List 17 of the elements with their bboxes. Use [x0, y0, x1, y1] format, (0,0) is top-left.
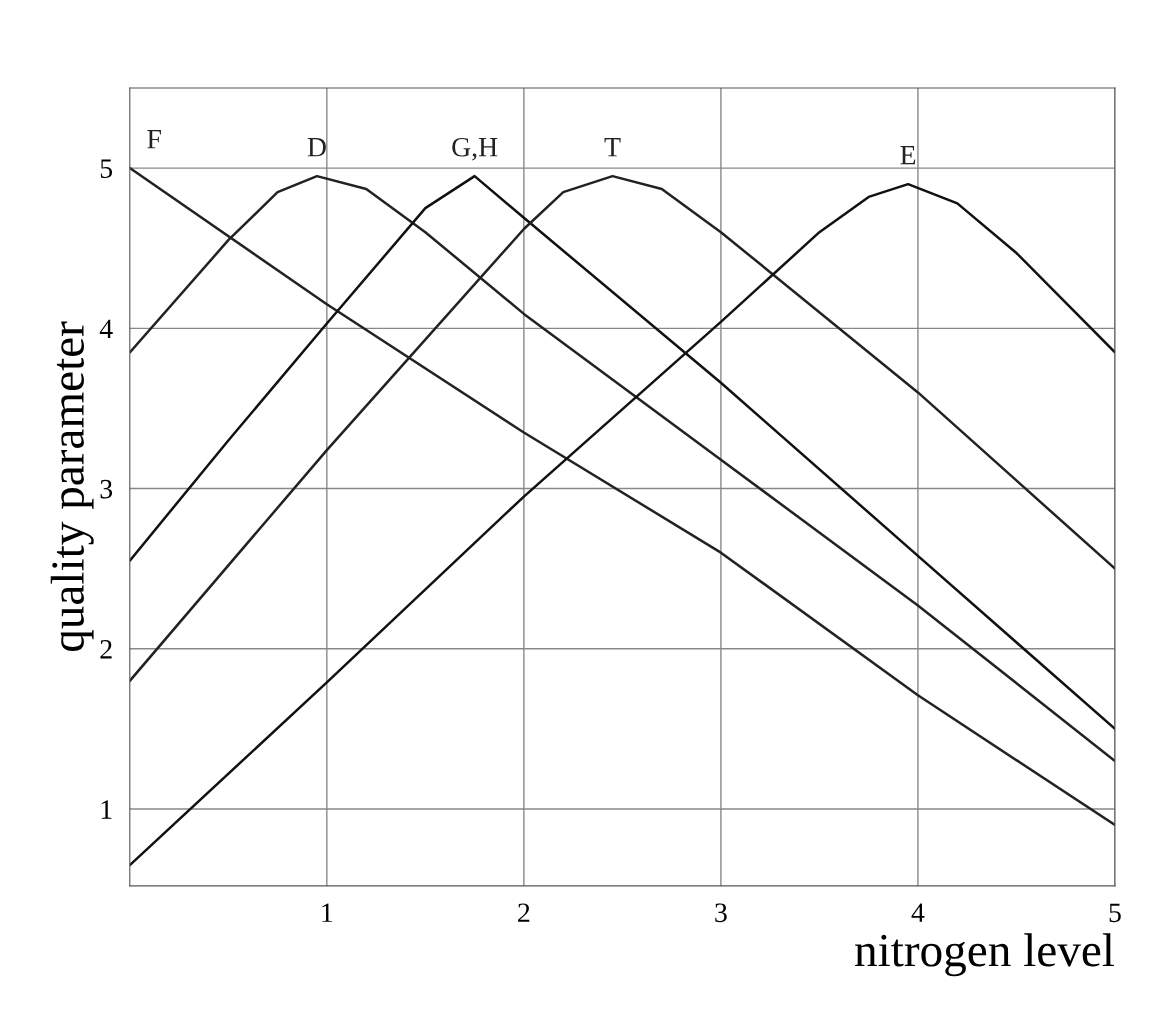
y-tick-label: 2	[100, 640, 112, 659]
x-axis-title: nitrogen level	[855, 933, 1115, 977]
x-tick-label: 5	[1109, 903, 1121, 923]
y-tick-label: 5	[100, 159, 113, 178]
x-tick-label: 2	[518, 903, 530, 922]
x-tick-label: 4	[911, 903, 925, 922]
y-axis-title: quality parameter	[50, 321, 94, 652]
series-label: E	[900, 146, 916, 165]
x-tick-label: 1	[322, 903, 333, 922]
series-label: F	[147, 130, 161, 149]
series-label: T	[604, 138, 621, 157]
series-label: D	[307, 138, 326, 157]
y-tick-label: 4	[99, 319, 113, 338]
y-tick-label: 1	[101, 800, 112, 819]
series-label: G,H	[452, 137, 498, 161]
y-tick-label: 3	[100, 479, 113, 499]
x-tick-label: 3	[715, 903, 727, 923]
